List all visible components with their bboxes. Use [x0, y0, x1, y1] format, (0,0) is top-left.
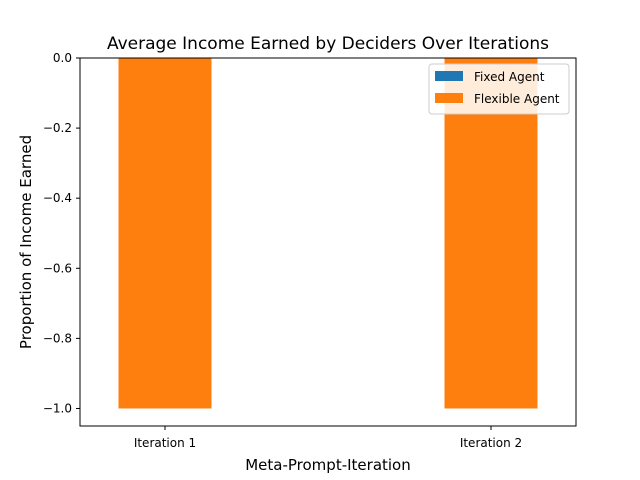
- y-axis-label: Proportion of Income Earned: [17, 135, 35, 349]
- y-tick-label: 0.0: [53, 51, 72, 65]
- x-axis-label: Meta-Prompt-Iteration: [245, 456, 411, 474]
- y-tick-label: −0.8: [43, 331, 72, 345]
- legend: Fixed Agent Flexible Agent: [428, 63, 570, 115]
- legend-label-flexible-agent: Flexible Agent: [474, 92, 560, 106]
- x-axis: Iteration 1 Iteration 2: [134, 426, 522, 450]
- x-tick-label: Iteration 2: [460, 436, 522, 450]
- bar-flexible-agent: [118, 58, 212, 409]
- y-tick-label: −0.6: [43, 261, 72, 275]
- legend-box: [428, 63, 570, 115]
- legend-swatch-flexible-agent: [435, 93, 463, 103]
- chart-title: Average Income Earned by Deciders Over I…: [107, 34, 549, 54]
- x-tick-label: Iteration 1: [134, 436, 196, 450]
- bar-flexible-agent: [444, 58, 538, 409]
- legend-label-fixed-agent: Fixed Agent: [474, 70, 545, 84]
- y-tick-label: −1.0: [43, 401, 72, 415]
- plot-frame: [79, 57, 577, 427]
- y-tick-label: −0.2: [43, 121, 72, 135]
- bars-group: [118, 58, 538, 409]
- y-axis: 0.0 −0.2 −0.4 −0.6 −0.8 −1.0: [43, 51, 80, 415]
- y-tick-label: −0.4: [43, 191, 72, 205]
- legend-swatch-fixed-agent: [435, 71, 463, 81]
